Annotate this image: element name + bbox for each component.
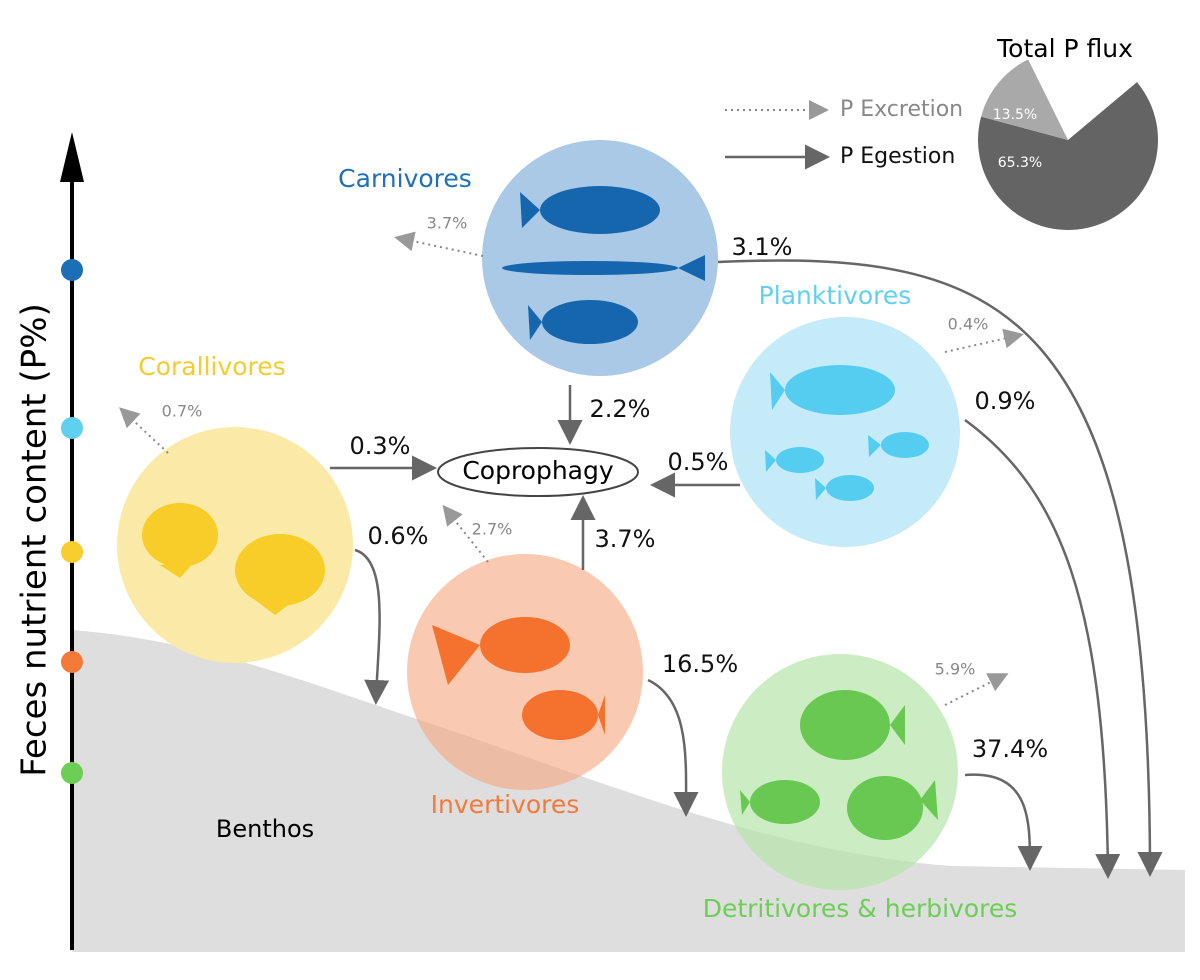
excretion-label: 0.4% — [948, 315, 989, 334]
detritivore-fish — [740, 690, 938, 840]
egestion-label: 0.3% — [350, 432, 411, 460]
excretion-label: 3.7% — [427, 214, 468, 233]
egestion-arrow — [964, 418, 1121, 879]
pie-slice — [978, 82, 1158, 231]
planktivore-fish — [765, 365, 929, 501]
egestion-label: 2.2% — [590, 395, 651, 423]
invertivore-fish — [432, 617, 605, 740]
excretion-label: 2.7% — [472, 520, 513, 539]
pie-title: Total P flux — [996, 34, 1133, 63]
egestion-arrow — [354, 548, 390, 705]
pie-label: 13.5% — [993, 107, 1037, 123]
axis-dot — [61, 651, 83, 673]
benthos-label: Benthos — [216, 815, 314, 843]
legend-label: P Egestion — [840, 144, 955, 169]
egestion-arrow — [717, 259, 1163, 877]
group-label: Carnivores — [338, 164, 472, 193]
benthos-area — [72, 630, 1185, 952]
legend-label: P Excretion — [840, 97, 963, 122]
pie — [978, 59, 1158, 231]
egestion-label: 37.4% — [972, 735, 1048, 763]
axis-dot — [61, 259, 83, 281]
egestion-label: 3.7% — [595, 525, 656, 553]
pie-slice — [981, 59, 1068, 140]
axis-dot — [61, 541, 83, 563]
group-label: Invertivores — [431, 790, 580, 819]
egestion-label: 16.5% — [662, 650, 738, 678]
hub-node — [437, 447, 639, 497]
egestion-arrow — [964, 773, 1043, 871]
excretion-arrow — [119, 407, 169, 454]
group-label: Corallivores — [138, 352, 285, 381]
corallivore-fish — [142, 503, 325, 615]
egestion-label: 0.6% — [368, 522, 429, 550]
egestion-label: 3.1% — [732, 233, 793, 261]
excretion-arrow — [394, 231, 484, 257]
detritivores-node — [722, 654, 958, 890]
planktivores-node — [730, 317, 960, 547]
axis-dot — [61, 762, 83, 784]
axis-label: Feces nutrient content (P%) — [15, 303, 55, 777]
group-label: Detritivores & herbivores — [703, 894, 1018, 923]
excretion-label: 5.9% — [935, 660, 976, 679]
egestion-label: 0.5% — [668, 448, 729, 476]
excretion-arrow — [944, 673, 1009, 706]
hub-label: Coprophagy — [462, 456, 614, 485]
excretion-label: 0.7% — [162, 402, 203, 421]
carnivores-node — [482, 140, 718, 376]
pie-label: 65.3% — [998, 155, 1042, 171]
axis-arrow — [60, 132, 84, 182]
axis-dot — [61, 417, 83, 439]
excretion-arrow — [944, 328, 1024, 353]
egestion-label: 0.9% — [975, 387, 1036, 415]
carnivore-fish — [502, 186, 705, 344]
egestion-arrow — [647, 678, 699, 817]
group-label: Planktivores — [759, 281, 912, 310]
